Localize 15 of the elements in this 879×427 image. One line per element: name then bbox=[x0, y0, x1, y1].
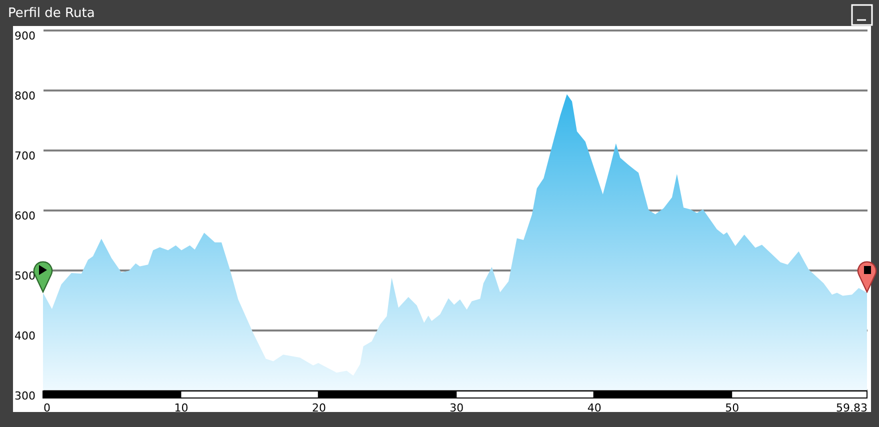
y-tick-label: 600 bbox=[14, 210, 36, 222]
y-tick-label: 500 bbox=[14, 270, 36, 282]
y-tick-label: 400 bbox=[14, 330, 36, 342]
x-tick-label: 40 bbox=[587, 402, 602, 414]
y-tick-label: 700 bbox=[14, 150, 36, 162]
chart-title: Perfil de Ruta bbox=[8, 6, 95, 21]
y-tick-label: 300 bbox=[14, 390, 36, 402]
x-tick-label: 59.83 bbox=[836, 402, 868, 414]
x-tick-label: 50 bbox=[725, 402, 740, 414]
x-tick-label: 10 bbox=[174, 402, 188, 414]
x-tick-label: 0 bbox=[44, 402, 50, 414]
x-tick-label: 30 bbox=[450, 402, 464, 414]
x-tick-label: 20 bbox=[312, 402, 326, 414]
y-tick-label: 900 bbox=[14, 30, 36, 42]
y-tick-label: 800 bbox=[14, 90, 36, 102]
